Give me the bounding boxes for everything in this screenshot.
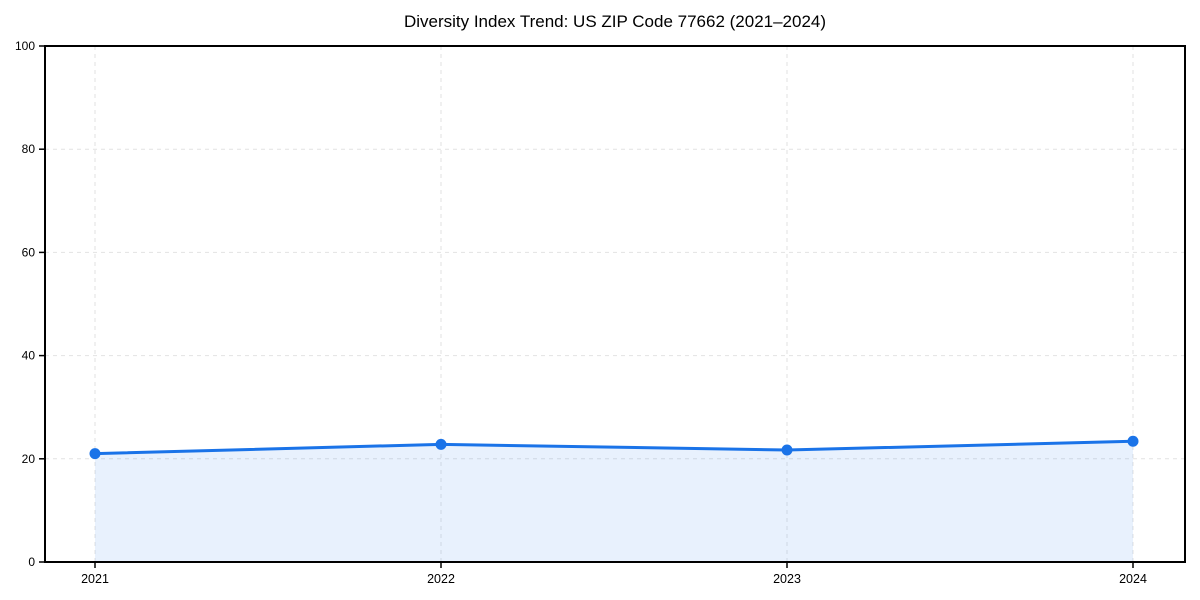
data-point-marker [781, 444, 793, 456]
y-tick-label: 0 [28, 555, 35, 569]
y-tick-label: 100 [15, 39, 35, 53]
y-tick-label: 60 [22, 245, 36, 259]
trend-line [93, 439, 1135, 456]
data-point-marker [89, 448, 101, 460]
y-tick-label: 20 [22, 452, 36, 466]
chart-title: Diversity Index Trend: US ZIP Code 77662… [403, 12, 827, 31]
axes-spines [44, 45, 1186, 563]
x-tick-label: 2022 [427, 572, 455, 586]
x-tick-label: 2021 [81, 572, 109, 586]
area-fill [95, 441, 1133, 562]
y-tick-label: 80 [22, 142, 36, 156]
data-point-marker [435, 438, 447, 450]
x-tick-label: 2024 [1119, 572, 1147, 586]
y-tick-label: 40 [22, 349, 36, 363]
x-tick-label: 2023 [773, 572, 801, 586]
data-point-marker [1127, 435, 1139, 447]
plot-area [45, 46, 1185, 562]
